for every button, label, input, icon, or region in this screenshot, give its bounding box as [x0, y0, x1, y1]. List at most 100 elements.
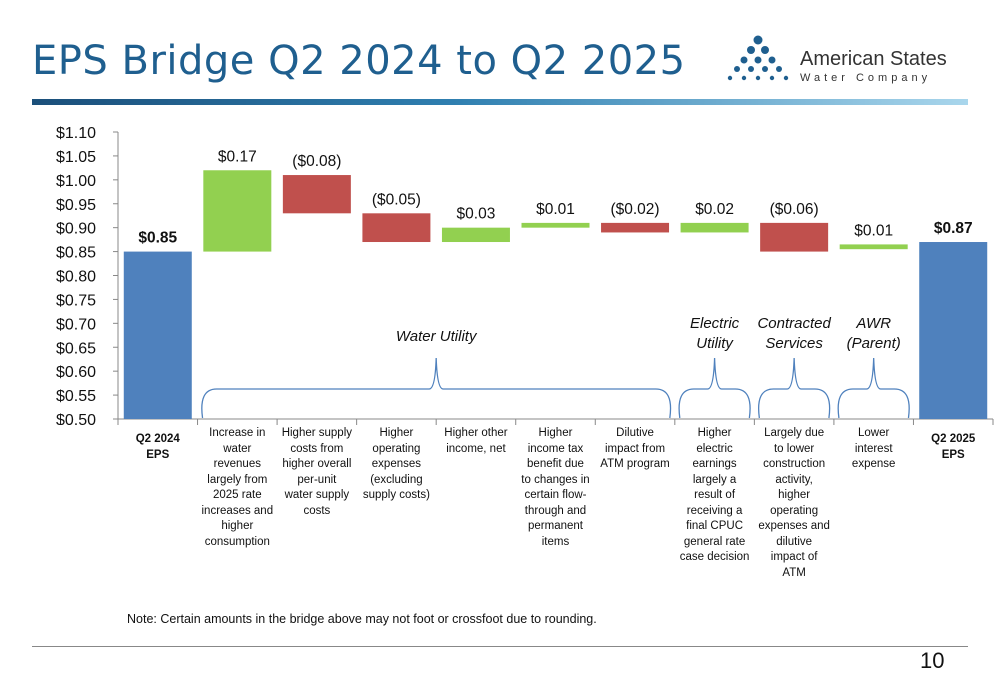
logo-name: American States: [800, 48, 947, 70]
category-label-line: to lower: [773, 442, 815, 455]
category-label-line: impact from: [604, 442, 666, 455]
group-brace: [758, 357, 831, 419]
category-label-line: EPS: [941, 448, 965, 461]
category-label: Higher other income, net: [437, 426, 515, 457]
group-label: Services: [765, 335, 823, 352]
category-label-line: costs: [303, 504, 331, 517]
bar-value-label: $0.01: [536, 201, 575, 218]
increase-bar: [521, 222, 590, 228]
bar-value-label: ($0.08): [292, 153, 341, 170]
category-label-line: final CPUC: [686, 520, 744, 532]
category-label-line: Higher: [379, 427, 414, 439]
group-label: AWR: [855, 315, 891, 332]
category-label-line: impact of: [770, 551, 818, 563]
bar-value-label: ($0.02): [610, 201, 659, 218]
category-label-line: ATM: [782, 566, 806, 579]
y-tick-label: $0.60: [56, 364, 96, 381]
category-label-line: case decision: [679, 551, 750, 563]
category-label-line: Higher supply: [281, 427, 353, 439]
category-label: Higher electric earnings largely a result of…: [676, 426, 754, 566]
category-label-line: Q2 2025: [931, 433, 976, 445]
category-label-line: Largely due: [764, 427, 825, 439]
category-label-line: EPS: [146, 448, 170, 461]
category-label-line: ATM program: [600, 458, 670, 470]
category-label-line: increases and: [201, 504, 274, 517]
category-label-line: supply costs): [362, 489, 430, 501]
category-label: Higher supply costs from higher overall per…: [278, 426, 356, 519]
y-tick-label: $1.10: [56, 125, 96, 142]
category-label-line: expenses and: [758, 520, 830, 532]
company-logo: American States Water Company: [720, 34, 980, 90]
category-label: Higher operating expenses (excluding supply …: [357, 426, 435, 504]
category-label: Higher income tax benefit due to changes in…: [517, 426, 595, 550]
page-number: 10: [920, 648, 945, 673]
total-bar: [919, 242, 988, 419]
category-label-line: revenues: [213, 458, 261, 470]
increase-bar: [203, 170, 272, 252]
category-label-line: general rate: [683, 535, 746, 548]
decrease-bar: [601, 222, 670, 233]
category-label-line: operating: [372, 442, 421, 455]
group-label: Electric: [690, 315, 740, 332]
footer-rule: [32, 646, 968, 647]
water-drops-logo-icon: [727, 35, 789, 81]
category-label: Dilutive impact from ATM program: [596, 426, 674, 473]
category-label-line: activity,: [775, 473, 813, 486]
logo-subtitle: Water Company: [800, 72, 932, 84]
bar-value-label: $0.17: [218, 148, 257, 165]
category-label-line: benefit due: [527, 458, 584, 470]
y-tick-label: $0.75: [56, 292, 96, 309]
category-label-line: receiving a: [686, 504, 743, 517]
increase-bar: [680, 222, 749, 233]
category-label-line: Higher other: [444, 427, 508, 439]
category-label-line: Higher: [538, 427, 573, 439]
group-label: Contracted: [757, 315, 831, 332]
category-label-line: items: [541, 535, 570, 548]
bar-value-label: ($0.06): [770, 201, 819, 218]
category-label-line: electric: [696, 442, 733, 455]
category-label-line: higher: [778, 489, 811, 501]
category-label: Largely due to lower construction activity,…: [755, 426, 833, 581]
category-label-line: water supply: [284, 489, 350, 501]
category-label: Increase in water revenues largely from 2025…: [198, 426, 276, 550]
category-label-line: costs from: [290, 442, 344, 455]
category-label-line: largely from: [207, 473, 268, 486]
y-tick-label: $0.95: [56, 197, 96, 214]
category-label-line: interest: [854, 442, 893, 455]
category-label-line: income, net: [446, 442, 506, 455]
category-label-line: earnings: [692, 458, 737, 470]
category-label-line: certain flow-: [524, 489, 587, 501]
category-label-line: consumption: [204, 535, 270, 548]
category-label-line: result of: [694, 489, 736, 501]
y-tick-label: $0.55: [56, 388, 96, 405]
group-label: Water Utility: [396, 328, 478, 345]
category-label-line: operating: [770, 504, 819, 517]
category-label-line: higher overall: [282, 458, 352, 470]
y-tick-label: $1.05: [56, 149, 96, 166]
category-label-line: dilutive: [776, 535, 813, 548]
bar-value-label: $0.85: [138, 230, 177, 247]
category-label-line: Higher: [697, 427, 732, 439]
total-bar: [123, 251, 192, 419]
category-label-line: water: [223, 442, 252, 455]
category-label-line: income tax: [527, 442, 584, 455]
bar-value-label: ($0.05): [372, 191, 421, 208]
y-tick-label: $0.80: [56, 269, 96, 286]
y-tick-label: $0.90: [56, 221, 96, 238]
category-label-line: (excluding: [370, 473, 423, 486]
y-tick-label: $1.00: [56, 173, 96, 190]
decrease-bar: [760, 222, 829, 252]
category-label-line: Increase in: [209, 427, 266, 439]
category-label-line: construction: [763, 458, 826, 470]
y-tick-label: $0.50: [56, 412, 96, 425]
y-tick-label: $0.85: [56, 245, 96, 262]
category-label-line: through and: [524, 504, 587, 517]
rounding-note: Note: Certain amounts in the bridge abov…: [127, 612, 597, 626]
category-label-line: 2025 rate: [213, 489, 262, 501]
bar-value-label: $0.01: [854, 222, 893, 239]
category-label-line: Lower: [858, 427, 890, 439]
group-brace: [201, 357, 672, 419]
category-label-line: higher: [221, 520, 254, 532]
increase-bar: [839, 244, 908, 250]
category-label-line: Dilutive: [616, 427, 654, 439]
